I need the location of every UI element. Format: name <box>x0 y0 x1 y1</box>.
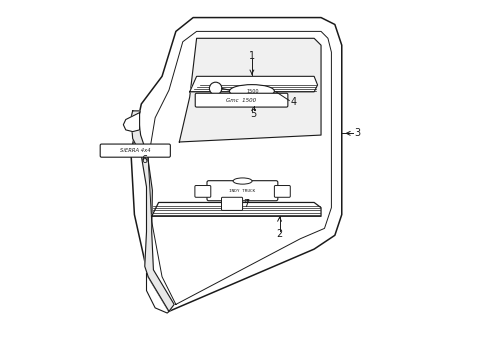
FancyBboxPatch shape <box>195 93 288 107</box>
Polygon shape <box>179 38 321 142</box>
FancyBboxPatch shape <box>274 185 290 197</box>
Polygon shape <box>152 202 321 216</box>
Circle shape <box>209 82 222 95</box>
Text: 1: 1 <box>249 51 255 61</box>
FancyBboxPatch shape <box>195 185 211 197</box>
Text: INDY TRUCK: INDY TRUCK <box>229 189 256 193</box>
Text: 2: 2 <box>276 229 283 239</box>
Polygon shape <box>123 113 140 132</box>
Text: 1500: 1500 <box>246 89 259 94</box>
FancyBboxPatch shape <box>221 197 243 210</box>
Text: 6: 6 <box>142 155 148 165</box>
Polygon shape <box>190 76 318 92</box>
FancyBboxPatch shape <box>207 181 278 201</box>
Text: SiERRA 4x4: SiERRA 4x4 <box>120 148 150 153</box>
Polygon shape <box>131 18 342 311</box>
Ellipse shape <box>229 85 274 98</box>
FancyBboxPatch shape <box>100 144 171 157</box>
Text: 3: 3 <box>354 129 360 138</box>
Text: 5: 5 <box>250 109 257 119</box>
Text: 4: 4 <box>290 97 296 107</box>
Ellipse shape <box>233 178 252 184</box>
Polygon shape <box>131 111 174 311</box>
Text: Gmc  1500: Gmc 1500 <box>226 98 257 103</box>
Text: 7: 7 <box>244 198 250 208</box>
